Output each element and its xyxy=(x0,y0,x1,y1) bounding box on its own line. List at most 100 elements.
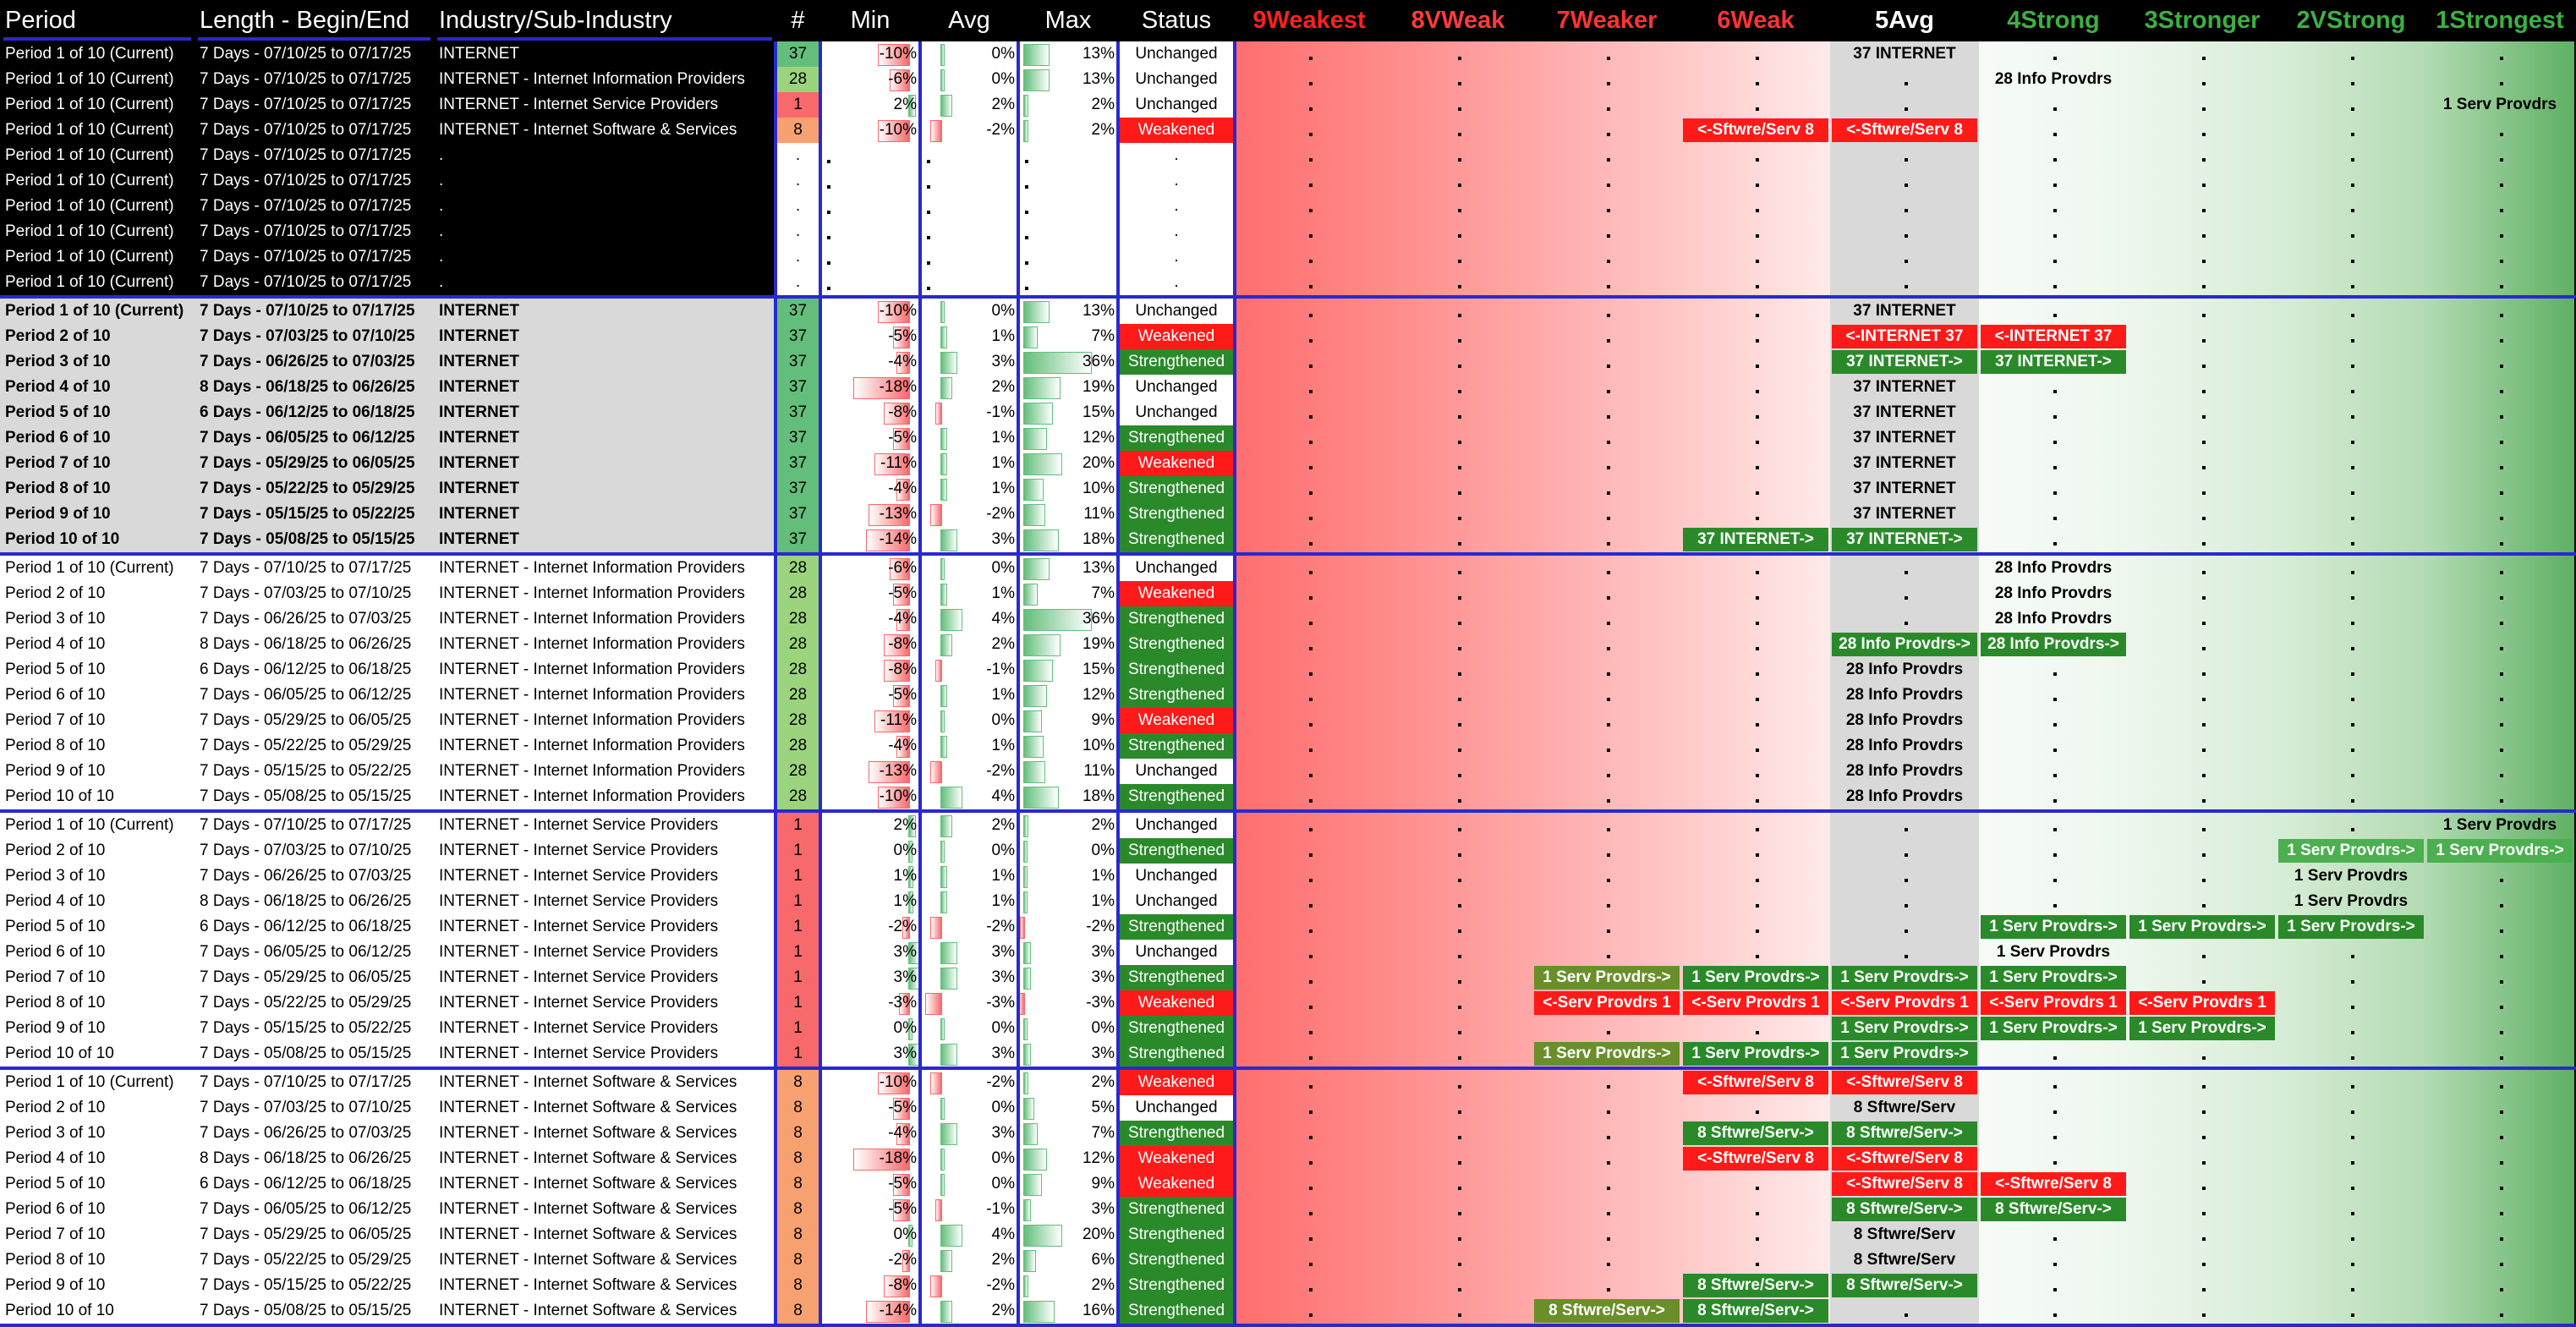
cell-length[interactable]: 7 Days - 06/26/25 to 07/03/25 xyxy=(195,606,434,632)
cell-industry[interactable]: INTERNET - Internet Software & Services xyxy=(434,1222,776,1247)
cell-length[interactable]: 6 Days - 06/12/25 to 06/18/25 xyxy=(195,914,434,940)
cell-count[interactable]: 28 xyxy=(776,784,820,809)
cell-avg[interactable]: 3% xyxy=(920,1121,1018,1146)
cell-length[interactable]: 7 Days - 05/15/25 to 05/22/25 xyxy=(195,1016,434,1041)
cell-avg[interactable] xyxy=(920,244,1018,270)
cell-industry[interactable]: INTERNET - Internet Software & Services xyxy=(434,1070,776,1095)
cell-length[interactable]: 7 Days - 06/05/25 to 06/12/25 xyxy=(195,425,434,451)
cell-status[interactable]: Strengthened xyxy=(1118,838,1235,864)
cell-count[interactable]: 8 xyxy=(776,1298,820,1324)
header-bin-5[interactable]: 5Avg xyxy=(1830,0,1979,41)
cell-period[interactable]: Period 3 of 10 xyxy=(0,864,195,889)
cell-length[interactable]: 7 Days - 06/05/25 to 06/12/25 xyxy=(195,683,434,708)
cell-status[interactable]: . xyxy=(1118,143,1235,168)
cell-length[interactable]: 7 Days - 07/10/25 to 07/17/25 xyxy=(195,92,434,118)
cell-length[interactable]: 7 Days - 07/10/25 to 07/17/25 xyxy=(195,168,434,194)
cell-max[interactable]: 13% xyxy=(1018,299,1118,324)
cell-industry[interactable]: INTERNET - Internet Information Provider… xyxy=(434,556,776,581)
cell-count[interactable]: 28 xyxy=(776,759,820,784)
cell-period[interactable]: Period 1 of 10 (Current) xyxy=(0,92,195,118)
header-bin-1[interactable]: 9Weakest xyxy=(1235,0,1384,41)
cell-period[interactable]: Period 9 of 10 xyxy=(0,1016,195,1041)
cell-period[interactable]: Period 2 of 10 xyxy=(0,324,195,349)
cell-length[interactable]: 7 Days - 05/29/25 to 06/05/25 xyxy=(195,965,434,990)
cell-max[interactable]: 1% xyxy=(1018,889,1118,914)
cell-count[interactable]: 1 xyxy=(776,914,820,940)
cell-length[interactable]: 7 Days - 07/10/25 to 07/17/25 xyxy=(195,1070,434,1095)
cell-period[interactable]: Period 8 of 10 xyxy=(0,733,195,759)
cell-status[interactable]: Unchanged xyxy=(1118,864,1235,889)
cell-industry[interactable]: INTERNET - Internet Information Provider… xyxy=(434,657,776,683)
position-tag[interactable]: 37 INTERNET xyxy=(1853,403,1956,421)
cell-max[interactable]: 10% xyxy=(1018,476,1118,502)
cell-max[interactable]: 12% xyxy=(1018,683,1118,708)
cell-min[interactable]: -5% xyxy=(820,324,920,349)
cell-industry[interactable]: . xyxy=(434,219,776,244)
cell-avg[interactable] xyxy=(920,168,1018,194)
cell-period[interactable]: Period 8 of 10 xyxy=(0,1247,195,1273)
position-tag[interactable]: 8 Sftwre/Serv-> xyxy=(1832,1198,1977,1221)
cell-status[interactable]: Unchanged xyxy=(1118,1095,1235,1121)
cell-count[interactable]: . xyxy=(776,194,820,219)
cell-avg[interactable]: -2% xyxy=(920,1070,1018,1095)
header-bin-6[interactable]: 4Strong xyxy=(1979,0,2128,41)
cell-count[interactable]: 28 xyxy=(776,708,820,733)
cell-avg[interactable]: 1% xyxy=(920,425,1018,451)
position-tag[interactable]: 1 Serv Provdrs-> xyxy=(2129,1017,2275,1040)
cell-industry[interactable]: . xyxy=(434,168,776,194)
header-period[interactable]: Period xyxy=(5,7,76,34)
cell-min[interactable]: 3% xyxy=(820,1041,920,1067)
cell-status[interactable]: Strengthened xyxy=(1118,683,1235,708)
cell-min[interactable]: 2% xyxy=(820,92,920,118)
cell-status[interactable]: Strengthened xyxy=(1118,1222,1235,1247)
cell-min[interactable] xyxy=(820,168,920,194)
cell-min[interactable]: 0% xyxy=(820,838,920,864)
cell-min[interactable]: -3% xyxy=(820,990,920,1016)
cell-min[interactable]: -10% xyxy=(820,118,920,143)
cell-max[interactable]: 19% xyxy=(1018,632,1118,657)
cell-max[interactable]: 2% xyxy=(1018,92,1118,118)
position-tag[interactable]: 8 Sftwre/Serv xyxy=(1853,1226,1956,1243)
cell-industry[interactable]: INTERNET - Internet Service Providers xyxy=(434,914,776,940)
cell-length[interactable]: 7 Days - 07/10/25 to 07/17/25 xyxy=(195,219,434,244)
cell-industry[interactable]: INTERNET xyxy=(434,375,776,400)
cell-status[interactable]: Strengthened xyxy=(1118,527,1235,552)
cell-length[interactable]: 7 Days - 07/10/25 to 07/17/25 xyxy=(195,118,434,143)
position-tag[interactable]: 1 Serv Provdrs-> xyxy=(1832,1017,1977,1040)
cell-industry[interactable]: . xyxy=(434,270,776,295)
position-tag[interactable]: <-Serv Provdrs 1 xyxy=(1981,991,2126,1015)
position-tag[interactable]: 1 Serv Provdrs-> xyxy=(1534,1042,1680,1066)
cell-max[interactable]: 2% xyxy=(1018,1273,1118,1298)
cell-status[interactable]: Weakened xyxy=(1118,1070,1235,1095)
position-tag[interactable]: <-INTERNET 37 xyxy=(1832,325,1977,348)
position-tag[interactable]: 1 Serv Provdrs xyxy=(1996,943,2111,961)
cell-status[interactable]: Weakened xyxy=(1118,118,1235,143)
cell-status[interactable]: Strengthened xyxy=(1118,1197,1235,1222)
cell-avg[interactable] xyxy=(920,143,1018,168)
cell-status[interactable]: Strengthened xyxy=(1118,1121,1235,1146)
cell-min[interactable]: -4% xyxy=(820,606,920,632)
cell-industry[interactable]: INTERNET - Internet Information Provider… xyxy=(434,606,776,632)
cell-avg[interactable]: 0% xyxy=(920,1146,1018,1171)
cell-period[interactable]: Period 1 of 10 (Current) xyxy=(0,299,195,324)
position-tag[interactable]: 1 Serv Provdrs-> xyxy=(1981,915,2126,939)
header-bin-8[interactable]: 2VStrong xyxy=(2277,0,2425,41)
cell-count[interactable]: 37 xyxy=(776,502,820,527)
cell-max[interactable]: 9% xyxy=(1018,1171,1118,1197)
cell-max[interactable]: 0% xyxy=(1018,1016,1118,1041)
cell-max[interactable]: 36% xyxy=(1018,606,1118,632)
cell-max[interactable]: 7% xyxy=(1018,1121,1118,1146)
cell-max[interactable]: 13% xyxy=(1018,556,1118,581)
cell-period[interactable]: Period 10 of 10 xyxy=(0,1298,195,1324)
cell-length[interactable]: 7 Days - 07/03/25 to 07/10/25 xyxy=(195,324,434,349)
position-tag[interactable]: <-Sftwre/Serv 8 xyxy=(1683,118,1828,142)
cell-count[interactable]: 8 xyxy=(776,1222,820,1247)
cell-length[interactable]: 7 Days - 07/10/25 to 07/17/25 xyxy=(195,813,434,838)
cell-count[interactable]: 8 xyxy=(776,1070,820,1095)
cell-min[interactable]: -4% xyxy=(820,349,920,375)
cell-max[interactable]: 20% xyxy=(1018,451,1118,476)
cell-length[interactable]: 7 Days - 05/08/25 to 05/15/25 xyxy=(195,527,434,552)
position-tag[interactable]: 1 Serv Provdrs-> xyxy=(2129,915,2275,939)
cell-length[interactable]: 7 Days - 07/10/25 to 07/17/25 xyxy=(195,67,434,92)
position-tag[interactable]: 37 INTERNET xyxy=(1853,302,1956,320)
